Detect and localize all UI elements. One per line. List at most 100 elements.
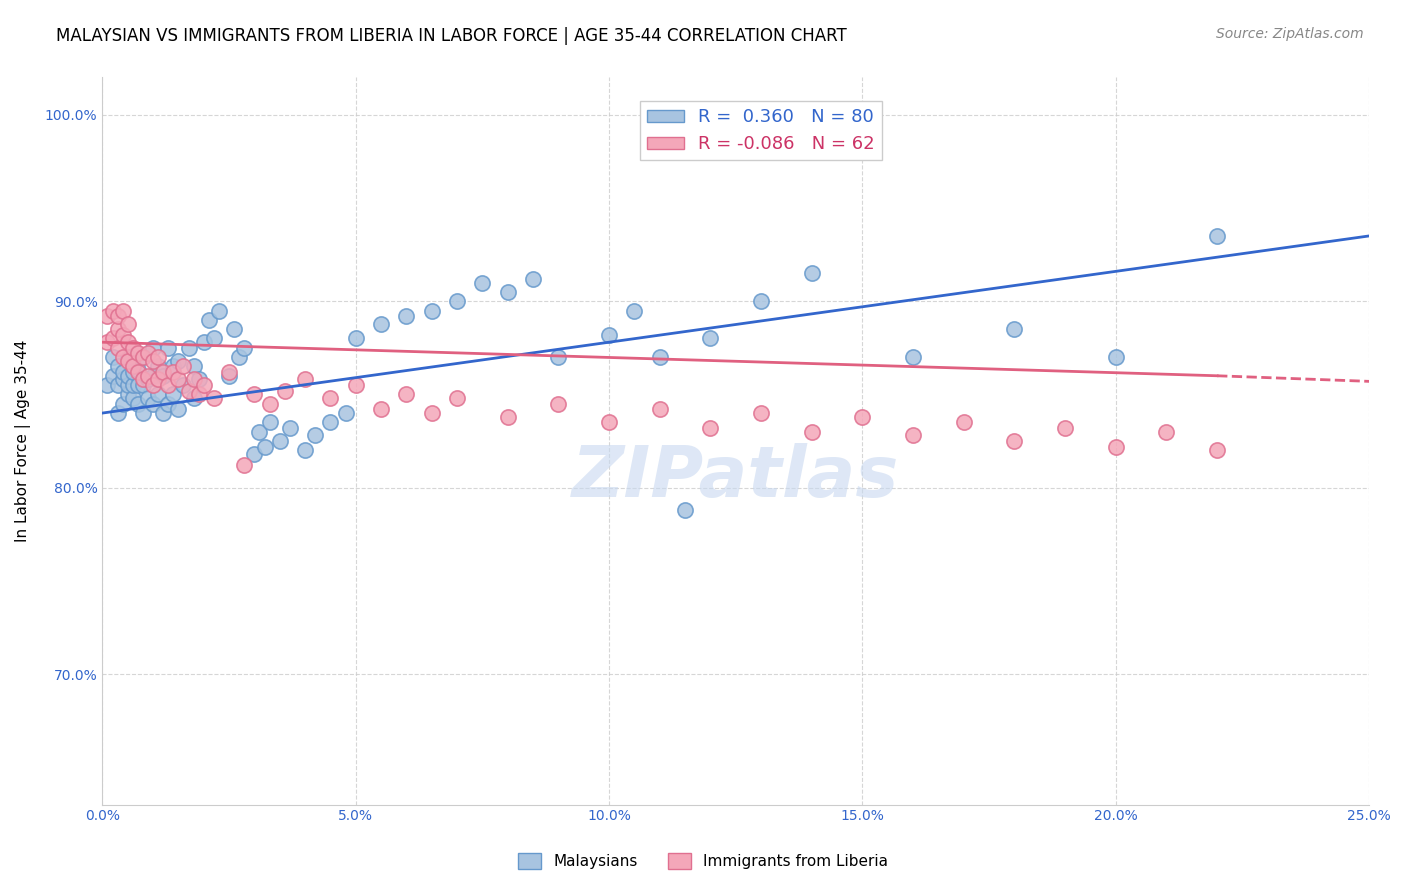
Point xyxy=(132,350,155,364)
Point xyxy=(370,402,392,417)
Point xyxy=(851,409,873,424)
Point xyxy=(132,350,155,364)
Point xyxy=(152,368,174,383)
Point xyxy=(699,421,721,435)
Point xyxy=(598,416,620,430)
Point xyxy=(294,372,316,386)
Point xyxy=(117,317,139,331)
Point xyxy=(107,378,129,392)
Point xyxy=(132,372,155,386)
Point xyxy=(167,354,190,368)
Point xyxy=(101,331,124,345)
Point xyxy=(152,406,174,420)
Point xyxy=(699,331,721,345)
Point xyxy=(136,368,159,383)
Point xyxy=(901,428,924,442)
Point xyxy=(344,378,367,392)
Point xyxy=(96,378,118,392)
Point xyxy=(228,350,250,364)
Point xyxy=(146,372,169,386)
Point xyxy=(172,359,194,374)
Point xyxy=(193,378,215,392)
Point xyxy=(162,365,184,379)
Point xyxy=(177,384,200,398)
Point xyxy=(274,384,297,398)
Point xyxy=(107,406,129,420)
Point xyxy=(162,387,184,401)
Point xyxy=(157,397,180,411)
Point xyxy=(420,406,443,420)
Point xyxy=(167,372,190,386)
Point xyxy=(224,322,246,336)
Point xyxy=(749,294,772,309)
Point xyxy=(101,303,124,318)
Point xyxy=(623,303,645,318)
Point xyxy=(1206,228,1229,243)
Point xyxy=(496,409,519,424)
Point xyxy=(132,406,155,420)
Point xyxy=(107,359,129,374)
Point xyxy=(107,309,129,323)
Point xyxy=(193,335,215,350)
Point xyxy=(157,378,180,392)
Point xyxy=(183,359,205,374)
Point xyxy=(111,303,134,318)
Point xyxy=(111,365,134,379)
Point xyxy=(127,365,149,379)
Text: Source: ZipAtlas.com: Source: ZipAtlas.com xyxy=(1216,27,1364,41)
Text: MALAYSIAN VS IMMIGRANTS FROM LIBERIA IN LABOR FORCE | AGE 35-44 CORRELATION CHAR: MALAYSIAN VS IMMIGRANTS FROM LIBERIA IN … xyxy=(56,27,846,45)
Point xyxy=(101,368,124,383)
Point xyxy=(1105,440,1128,454)
Point xyxy=(117,354,139,368)
Point xyxy=(202,391,225,405)
Point xyxy=(142,341,165,355)
Point xyxy=(157,341,180,355)
Point xyxy=(127,378,149,392)
Point xyxy=(107,341,129,355)
Point xyxy=(233,341,256,355)
Point xyxy=(127,363,149,377)
Point xyxy=(319,416,342,430)
Point xyxy=(117,387,139,401)
Point xyxy=(253,440,276,454)
Point xyxy=(1004,434,1026,448)
Point xyxy=(117,378,139,392)
Point xyxy=(142,397,165,411)
Point xyxy=(800,425,823,439)
Point xyxy=(208,303,231,318)
Point xyxy=(269,434,291,448)
Point xyxy=(243,447,266,461)
Point xyxy=(218,365,240,379)
Point xyxy=(344,331,367,345)
Point xyxy=(1206,443,1229,458)
Point xyxy=(162,359,184,374)
Point xyxy=(121,391,143,405)
Point xyxy=(471,276,494,290)
Text: ZIPatlas: ZIPatlas xyxy=(572,443,900,512)
Point xyxy=(111,327,134,342)
Point xyxy=(243,387,266,401)
Point xyxy=(127,397,149,411)
Point xyxy=(121,359,143,374)
Point xyxy=(132,378,155,392)
Point xyxy=(111,350,134,364)
Point xyxy=(1054,421,1077,435)
Point xyxy=(142,354,165,368)
Point xyxy=(121,365,143,379)
Point xyxy=(111,372,134,386)
Point xyxy=(183,391,205,405)
Point xyxy=(420,303,443,318)
Point xyxy=(547,350,569,364)
Point xyxy=(202,331,225,345)
Point xyxy=(648,402,671,417)
Point xyxy=(749,406,772,420)
Point xyxy=(152,365,174,379)
Point xyxy=(249,425,271,439)
Point xyxy=(673,503,696,517)
Point xyxy=(278,421,301,435)
Point xyxy=(218,368,240,383)
Point xyxy=(952,416,974,430)
Point xyxy=(167,402,190,417)
Point xyxy=(496,285,519,299)
Point xyxy=(522,272,544,286)
